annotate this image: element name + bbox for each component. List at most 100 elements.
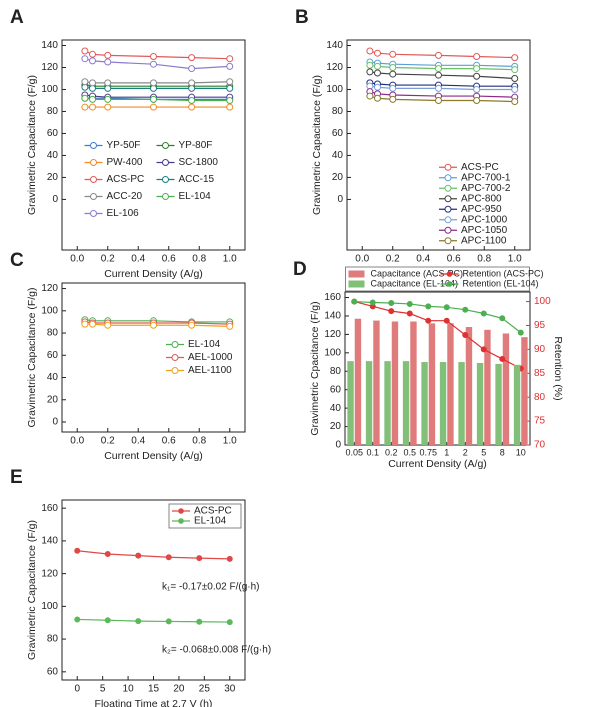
data-point xyxy=(511,98,519,106)
x-axis-title: Current Density (A/g) xyxy=(104,268,203,280)
bar xyxy=(495,363,502,445)
bar xyxy=(373,320,380,445)
legend-label: APC-1100 xyxy=(461,235,507,246)
data-point xyxy=(511,74,519,82)
y-tick-label: 140 xyxy=(324,311,341,322)
annotation: k₁= -0.17±0.02 F/(g·h) xyxy=(162,582,260,593)
plot-frame xyxy=(61,282,246,433)
x-tick-label: 0.2 xyxy=(101,436,115,447)
data-point xyxy=(89,95,96,103)
bar xyxy=(447,323,454,445)
series-line xyxy=(77,550,230,560)
legend-label: APC-1000 xyxy=(461,214,508,225)
data-point xyxy=(81,78,89,86)
x-tick-label: 0.6 xyxy=(162,436,176,447)
data-point xyxy=(462,306,469,313)
bar xyxy=(502,333,510,445)
y-tick-label: 80 xyxy=(47,634,59,645)
data-point xyxy=(104,95,112,103)
bar xyxy=(391,321,399,445)
legend-marker xyxy=(90,210,97,217)
y2-tick-label: 75 xyxy=(534,416,546,427)
legend-label: APC-950 xyxy=(461,204,502,215)
y-tick-label: 60 xyxy=(332,128,344,139)
data-point xyxy=(226,619,233,626)
legend-label: APC-700-1 xyxy=(461,172,511,183)
y-tick-label: 120 xyxy=(41,283,58,294)
data-point xyxy=(473,65,481,73)
legend-label: Retention (EL-104) xyxy=(463,278,539,288)
x-tick-label: 0.8 xyxy=(192,254,206,265)
x-tick-label: 5 xyxy=(100,684,106,695)
x-tick-label: 0.6 xyxy=(162,254,176,265)
data-point xyxy=(81,55,89,63)
series-line xyxy=(354,300,522,334)
y-axis-title: Gravimetric Cpacitance (F/g) xyxy=(309,301,321,435)
bar xyxy=(421,362,428,445)
legend-marker xyxy=(444,205,452,213)
legend-frame xyxy=(345,266,530,292)
legend-marker xyxy=(171,367,179,374)
legend-marker xyxy=(171,341,179,348)
legend-frame xyxy=(168,503,242,529)
y-tick-label: 120 xyxy=(326,62,343,73)
data-point xyxy=(150,52,157,60)
x-tick-label: 0 xyxy=(74,684,80,695)
y-tick-label: 120 xyxy=(324,329,341,340)
legend-marker xyxy=(90,142,97,149)
y-tick-label: 100 xyxy=(41,601,58,612)
data-point xyxy=(226,62,234,70)
y-tick-label: 100 xyxy=(41,84,58,95)
data-point xyxy=(226,96,234,104)
y-axis-title: Gravimetric Capacitance (F/g) xyxy=(26,75,38,215)
y-tick-label: 100 xyxy=(41,305,58,316)
legend-label: AEL-1100 xyxy=(188,365,232,376)
x-tick-label: 5 xyxy=(481,447,486,457)
data-point xyxy=(389,63,397,71)
y2-tick-label: 90 xyxy=(534,344,546,355)
bar xyxy=(428,323,436,445)
data-point xyxy=(435,96,442,104)
legend-marker xyxy=(444,195,452,203)
data-point xyxy=(104,103,112,111)
bar xyxy=(484,329,491,445)
data-point xyxy=(226,555,233,562)
bar xyxy=(513,364,521,445)
data-point xyxy=(188,96,196,104)
panel-label: B xyxy=(295,7,309,28)
y-tick-label: 20 xyxy=(330,421,342,432)
y-tick-label: 140 xyxy=(41,536,58,547)
x-tick-label: 20 xyxy=(173,684,185,695)
data-point xyxy=(366,68,374,76)
data-point xyxy=(89,103,96,111)
data-point xyxy=(425,303,432,310)
y2-tick-label: 80 xyxy=(534,392,546,403)
x-tick-label: 0.2 xyxy=(101,254,115,265)
y-tick-label: 120 xyxy=(41,568,58,579)
x-tick-label: 0.75 xyxy=(419,447,437,457)
legend-marker xyxy=(444,174,452,182)
data-point xyxy=(443,304,450,311)
y-tick-label: 60 xyxy=(47,350,59,361)
y-tick-label: 160 xyxy=(324,292,341,303)
x-tick-label: 0.0 xyxy=(355,254,369,265)
data-point xyxy=(435,71,442,79)
y-tick-label: 160 xyxy=(41,503,58,514)
data-point xyxy=(104,51,112,59)
legend-label: ACS-PC xyxy=(461,162,499,173)
data-point xyxy=(165,554,172,561)
y-tick-label: 100 xyxy=(326,84,343,95)
data-point xyxy=(150,95,157,103)
data-point xyxy=(89,320,96,328)
x-tick-label: 0.1 xyxy=(366,447,379,457)
data-point xyxy=(150,79,157,87)
x-tick-label: 10 xyxy=(123,684,135,695)
x-tick-label: 30 xyxy=(224,684,236,695)
y2-tick-label: 85 xyxy=(534,368,546,379)
legend-label: EL-104 xyxy=(194,516,227,527)
bar xyxy=(384,361,391,445)
y-tick-label: 20 xyxy=(47,394,59,405)
legend-label: YP-80F xyxy=(179,140,213,151)
